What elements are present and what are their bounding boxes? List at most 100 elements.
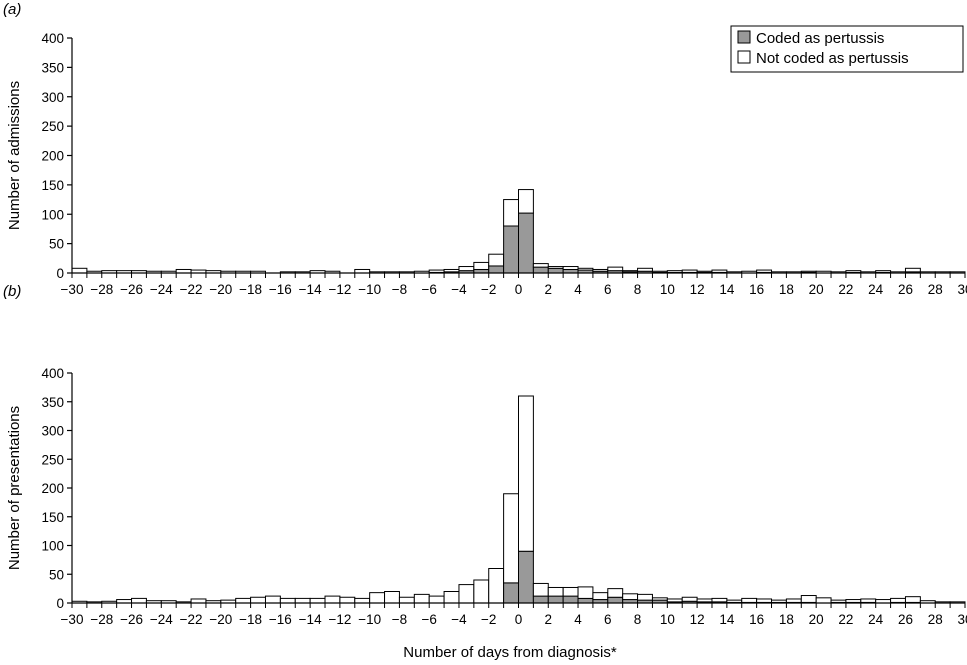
y-tick-label: 400	[41, 31, 64, 46]
bar-not-coded	[562, 266, 579, 270]
x-tick-label: 24	[868, 282, 884, 297]
x-tick-label: 18	[779, 282, 794, 297]
x-tick-label: 14	[719, 282, 735, 297]
bar-not-coded	[771, 599, 787, 603]
bar-coded	[518, 212, 534, 274]
bar-not-coded	[279, 597, 296, 604]
x-tick-label: 4	[574, 612, 582, 627]
bar-not-coded	[473, 579, 490, 604]
bar-coded	[503, 225, 520, 274]
bar-coded	[518, 550, 534, 604]
y-tick-label: 200	[41, 149, 64, 164]
x-tick-label: 8	[634, 282, 642, 297]
x-tick-label: −18	[239, 282, 262, 297]
bar-coded	[607, 596, 624, 604]
bar-not-coded	[756, 598, 773, 603]
bar-not-coded	[800, 270, 817, 273]
bar-not-coded	[592, 268, 609, 272]
bar-not-coded	[264, 595, 281, 604]
bar-not-coded	[577, 586, 594, 599]
x-tick-label: 10	[660, 612, 675, 627]
x-tick-label: −20	[209, 282, 232, 297]
bar-coded	[532, 266, 549, 274]
bar-not-coded	[904, 267, 921, 273]
x-tick-label: 30	[957, 282, 967, 297]
x-tick-label: 22	[838, 282, 853, 297]
x-tick-label: −16	[269, 282, 292, 297]
x-tick-label: −4	[451, 282, 467, 297]
bar-not-coded	[428, 595, 445, 604]
bar-not-coded	[250, 596, 266, 604]
x-tick-label: 22	[838, 612, 853, 627]
x-tick-label: −6	[421, 282, 436, 297]
y-tick-label: 250	[41, 452, 64, 467]
x-tick-label: −30	[61, 612, 84, 627]
bar-not-coded	[607, 266, 624, 272]
x-tick-label: 30	[957, 612, 967, 627]
x-tick-label: −18	[239, 612, 262, 627]
x-tick-label: 24	[868, 612, 884, 627]
bar-not-coded	[354, 597, 371, 604]
x-tick-label: 14	[719, 612, 735, 627]
y-tick-label: 300	[41, 90, 64, 105]
bar-not-coded	[532, 263, 549, 268]
bar-not-coded	[741, 597, 758, 603]
bar-not-coded	[473, 261, 490, 270]
bar-not-coded	[518, 395, 534, 552]
bar-not-coded	[711, 597, 728, 603]
bar-not-coded	[904, 596, 921, 603]
x-tick-label: −10	[358, 612, 381, 627]
x-tick-label: 12	[690, 612, 705, 627]
x-tick-label: 26	[898, 612, 913, 627]
bar-not-coded	[666, 598, 683, 603]
x-tick-label: −26	[120, 612, 143, 627]
bar-not-coded	[756, 269, 773, 273]
y-tick-label: 50	[49, 567, 64, 582]
bar-not-coded	[622, 270, 639, 273]
y-tick-label: 100	[41, 539, 64, 554]
x-tick-label: −8	[392, 612, 407, 627]
x-tick-label: −26	[120, 282, 143, 297]
bar-not-coded	[235, 597, 252, 604]
y-tick-label: 300	[41, 424, 64, 439]
bar-not-coded	[681, 269, 698, 273]
x-tick-label: −10	[358, 282, 381, 297]
bar-coded	[532, 595, 549, 604]
x-tick-label: 18	[779, 612, 794, 627]
bar-not-coded	[324, 595, 341, 604]
bar-not-coded	[562, 586, 579, 597]
bar-not-coded	[651, 597, 668, 601]
x-tick-label: 28	[928, 282, 943, 297]
bar-not-coded	[547, 586, 564, 597]
bar-not-coded	[428, 269, 445, 273]
legend-label: Not coded as pertussis	[756, 50, 909, 67]
x-tick-label: 16	[749, 282, 764, 297]
bar-not-coded	[845, 270, 862, 273]
bar-coded	[547, 595, 564, 604]
bar-not-coded	[131, 597, 147, 604]
y-tick-label: 50	[49, 237, 64, 252]
y-tick-label: 100	[41, 207, 64, 222]
x-tick-label: −2	[481, 282, 496, 297]
x-tick-label: 2	[545, 612, 553, 627]
x-tick-label: −12	[328, 282, 351, 297]
x-tick-label: 8	[634, 612, 642, 627]
x-tick-label: 20	[809, 612, 824, 627]
x-tick-label: −24	[150, 282, 173, 297]
bar-not-coded	[458, 266, 475, 272]
x-tick-label: −16	[269, 612, 292, 627]
x-tick-label: 4	[574, 282, 582, 297]
legend: Coded as pertussis Not coded as pertussis	[730, 25, 964, 73]
x-tick-label: 20	[809, 282, 824, 297]
x-tick-label: −4	[451, 612, 467, 627]
bar-not-coded	[800, 595, 817, 603]
x-tick-label: −2	[481, 612, 496, 627]
bar-not-coded	[666, 270, 683, 273]
y-tick-label: 0	[56, 596, 64, 611]
legend-swatch	[737, 50, 751, 64]
x-tick-label: 26	[898, 282, 913, 297]
panel-label: (a)	[3, 1, 21, 18]
bar-not-coded	[622, 593, 639, 601]
x-tick-label: −28	[90, 282, 113, 297]
x-tick-label: −30	[61, 282, 84, 297]
